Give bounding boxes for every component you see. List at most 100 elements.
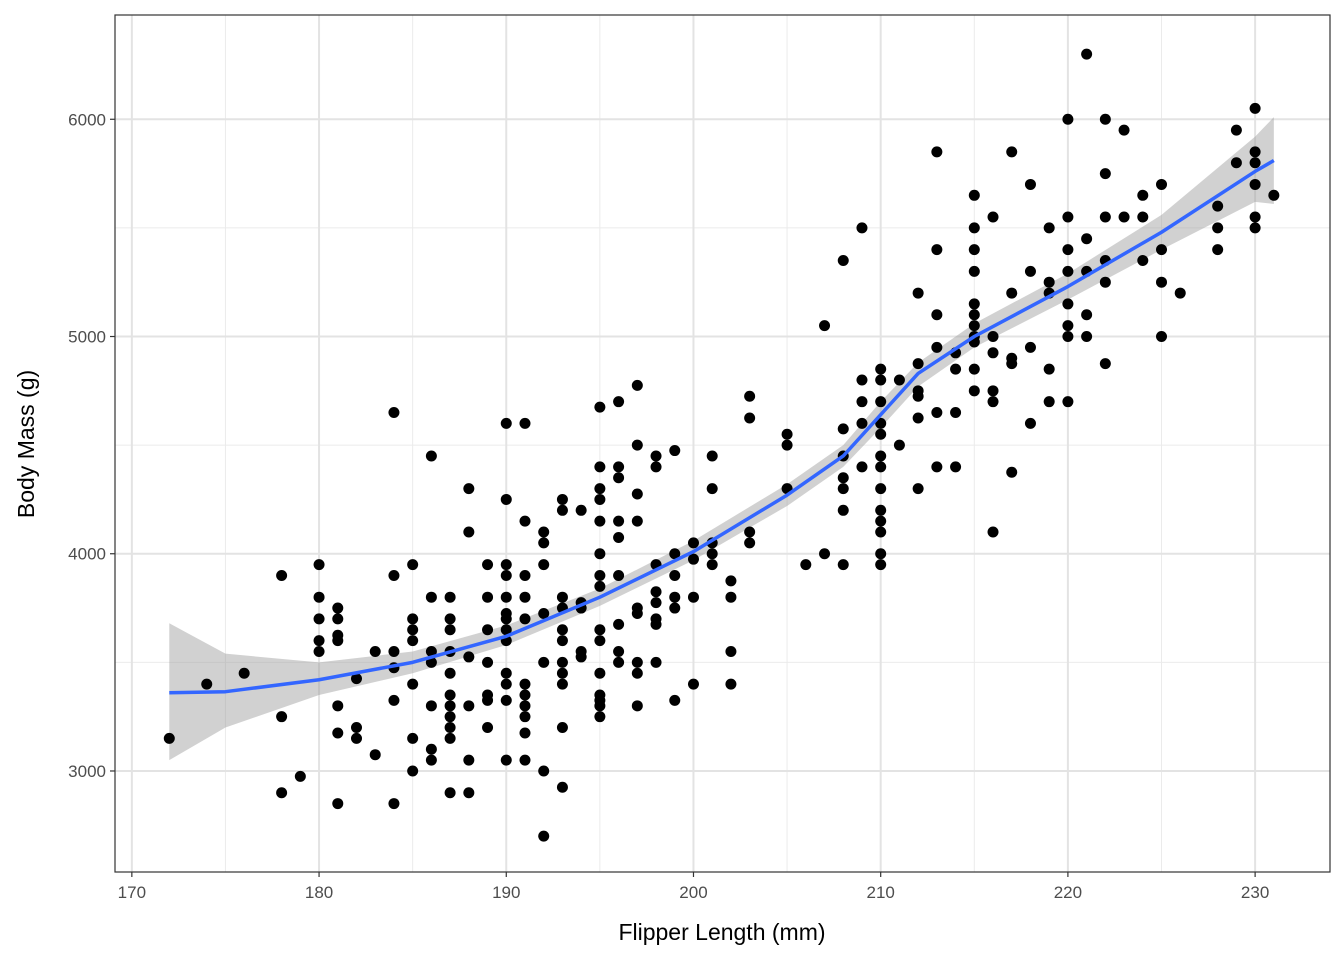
data-point bbox=[351, 673, 363, 685]
data-point bbox=[893, 374, 905, 386]
data-point bbox=[1118, 211, 1130, 223]
data-point bbox=[538, 526, 550, 538]
x-axis-label: Flipper Length (mm) bbox=[618, 919, 825, 945]
data-point bbox=[556, 678, 568, 690]
data-point bbox=[500, 694, 512, 706]
data-point bbox=[1081, 48, 1093, 60]
data-point bbox=[463, 700, 475, 712]
data-point bbox=[744, 526, 756, 538]
data-point bbox=[1062, 113, 1074, 125]
data-point bbox=[1212, 244, 1224, 256]
data-point bbox=[1024, 341, 1036, 353]
data-point bbox=[781, 428, 793, 440]
data-point bbox=[613, 569, 625, 581]
data-point bbox=[987, 526, 999, 538]
data-point bbox=[875, 374, 887, 386]
data-point bbox=[875, 548, 887, 560]
data-point bbox=[950, 363, 962, 375]
data-point bbox=[706, 559, 718, 571]
data-point bbox=[519, 569, 531, 581]
data-point bbox=[594, 515, 606, 527]
data-point bbox=[1230, 157, 1242, 169]
data-point bbox=[500, 591, 512, 603]
data-point bbox=[1212, 222, 1224, 234]
data-point bbox=[1062, 331, 1074, 343]
data-point bbox=[500, 754, 512, 766]
data-point bbox=[875, 396, 887, 408]
smooth-line bbox=[169, 159, 1275, 695]
data-point bbox=[388, 407, 400, 419]
data-point bbox=[987, 396, 999, 408]
data-point bbox=[1137, 254, 1149, 266]
data-point bbox=[313, 591, 325, 603]
data-point bbox=[875, 417, 887, 429]
data-point bbox=[1043, 396, 1055, 408]
data-point bbox=[987, 211, 999, 223]
data-point bbox=[1156, 178, 1168, 190]
data-point bbox=[519, 591, 531, 603]
panel-border bbox=[114, 14, 1331, 873]
data-point bbox=[613, 656, 625, 668]
data-point bbox=[650, 597, 662, 609]
data-point bbox=[893, 439, 905, 451]
data-point bbox=[482, 559, 494, 571]
data-point bbox=[856, 461, 868, 473]
data-point bbox=[1249, 178, 1261, 190]
data-point bbox=[313, 635, 325, 647]
data-point bbox=[556, 635, 568, 647]
data-point bbox=[744, 390, 756, 402]
data-point bbox=[482, 694, 494, 706]
data-point bbox=[556, 667, 568, 679]
data-point bbox=[837, 423, 849, 435]
data-point bbox=[313, 559, 325, 571]
data-point bbox=[463, 483, 475, 495]
x-tick-label: 190 bbox=[492, 883, 520, 902]
data-point bbox=[594, 711, 606, 723]
data-point bbox=[875, 504, 887, 516]
data-point bbox=[856, 374, 868, 386]
data-point bbox=[463, 526, 475, 538]
data-point bbox=[463, 754, 475, 766]
data-point bbox=[369, 749, 381, 761]
data-point bbox=[631, 488, 643, 500]
data-point bbox=[837, 504, 849, 516]
data-point bbox=[388, 646, 400, 658]
data-point bbox=[369, 646, 381, 658]
data-point bbox=[294, 770, 306, 782]
data-point bbox=[594, 461, 606, 473]
data-point bbox=[837, 483, 849, 495]
data-point bbox=[687, 591, 699, 603]
data-point bbox=[556, 722, 568, 734]
data-point bbox=[1156, 244, 1168, 256]
data-point bbox=[1099, 276, 1111, 288]
data-point bbox=[1024, 417, 1036, 429]
data-point bbox=[631, 379, 643, 391]
data-point bbox=[332, 727, 344, 739]
data-point bbox=[875, 515, 887, 527]
data-point bbox=[1006, 287, 1018, 299]
data-point bbox=[931, 146, 943, 158]
data-point bbox=[276, 569, 288, 581]
confidence-band bbox=[169, 117, 1274, 761]
data-point bbox=[725, 575, 737, 587]
data-point bbox=[669, 569, 681, 581]
data-point bbox=[1099, 113, 1111, 125]
data-point bbox=[650, 461, 662, 473]
data-point bbox=[351, 732, 363, 744]
data-point bbox=[687, 678, 699, 690]
data-point bbox=[519, 678, 531, 690]
smooth-line-path bbox=[169, 159, 1275, 695]
data-point bbox=[1249, 102, 1261, 114]
data-point bbox=[875, 526, 887, 538]
data-point bbox=[875, 363, 887, 375]
data-point bbox=[425, 646, 437, 658]
data-point bbox=[968, 265, 980, 277]
data-point bbox=[1006, 466, 1018, 478]
data-point bbox=[950, 407, 962, 419]
data-point bbox=[631, 439, 643, 451]
data-point bbox=[706, 450, 718, 462]
data-point bbox=[1099, 358, 1111, 370]
data-point bbox=[819, 548, 831, 560]
data-point bbox=[425, 743, 437, 755]
data-point bbox=[1249, 146, 1261, 158]
